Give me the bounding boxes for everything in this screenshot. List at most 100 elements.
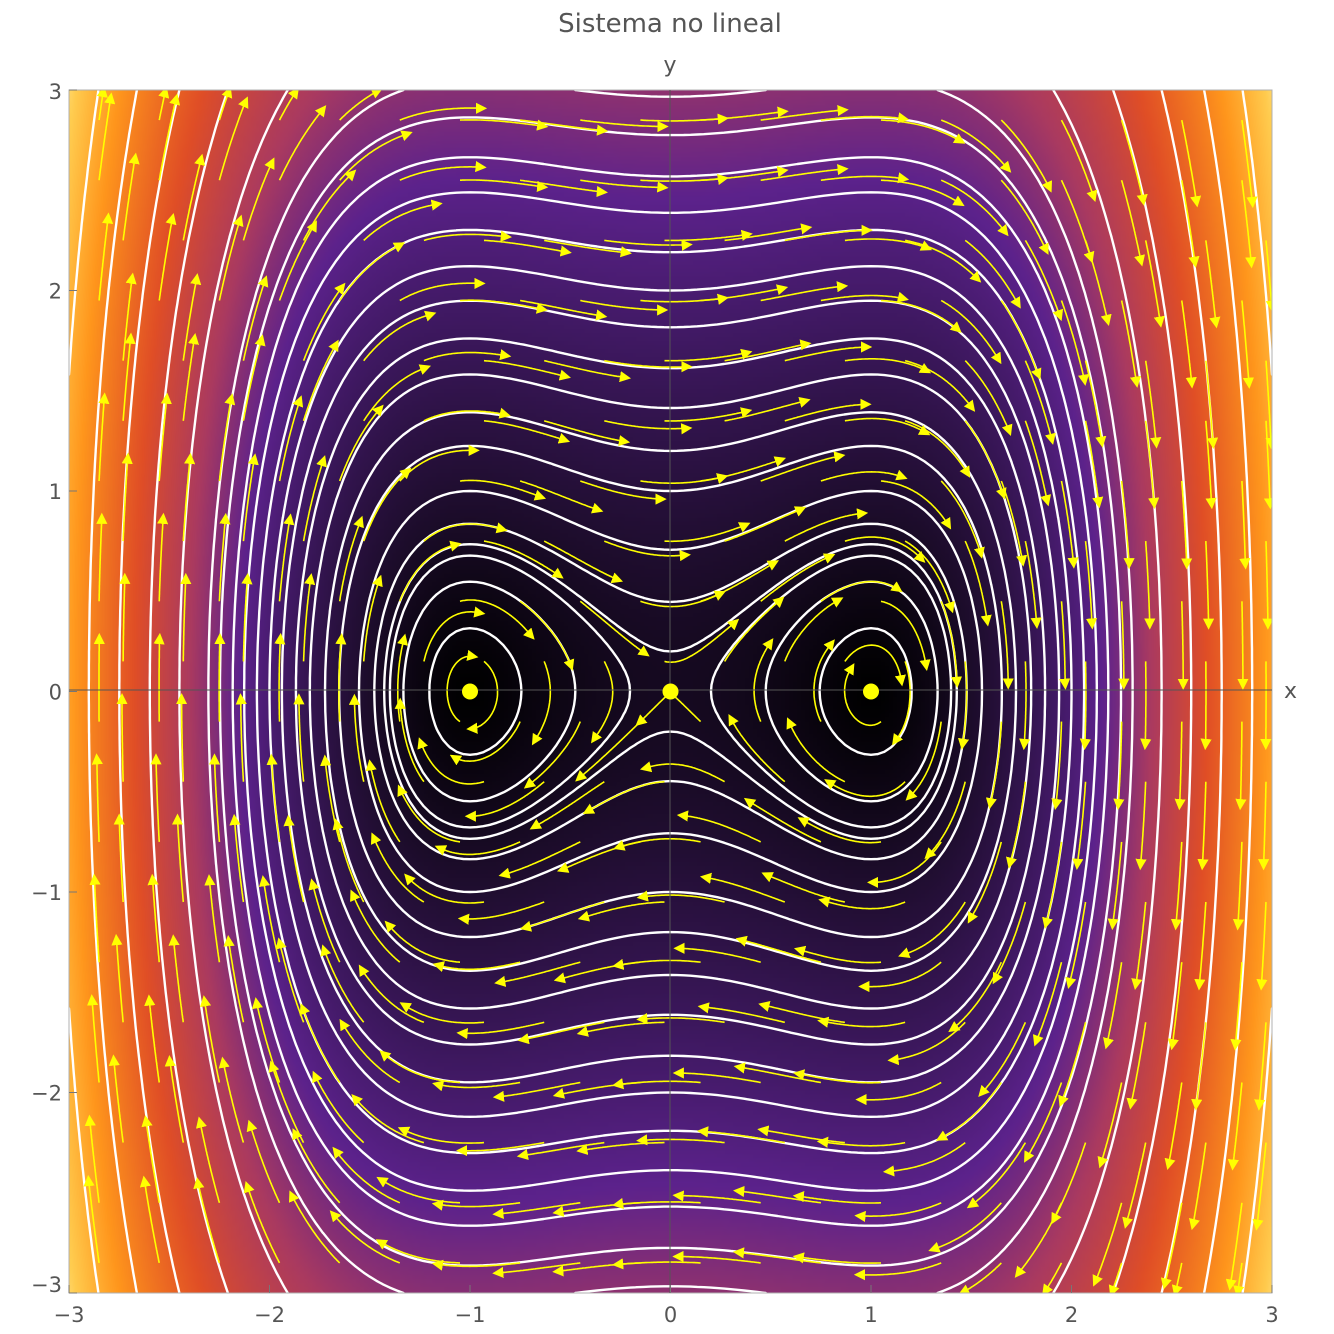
streamline-arrow xyxy=(964,360,1013,437)
streamline-arrow xyxy=(223,935,245,1023)
streamline-arrow xyxy=(266,753,281,842)
streamline-arrow xyxy=(1181,480,1193,570)
streamline-arrow xyxy=(543,540,624,584)
streamline-arrow xyxy=(733,1185,822,1204)
streamline-arrow xyxy=(460,179,549,193)
x-tick-label: 2 xyxy=(1065,1303,1078,1327)
streamline-arrow xyxy=(1205,360,1219,450)
streamline-arrow xyxy=(397,633,409,722)
streamline-arrow xyxy=(278,105,327,181)
streamline-arrow xyxy=(723,596,785,662)
streamline-arrow xyxy=(460,299,548,314)
streamline-arrow xyxy=(639,761,726,783)
streamline-arrow xyxy=(84,1114,100,1203)
streamline-arrow xyxy=(308,878,341,963)
streamline-arrow xyxy=(940,601,963,688)
streamline-arrow xyxy=(1205,240,1221,329)
streamline-arrow xyxy=(1235,721,1247,811)
streamline-arrow xyxy=(242,275,269,361)
streamline-arrow xyxy=(580,179,669,193)
streamline-arrow xyxy=(992,901,1027,985)
streamline-arrow xyxy=(1000,119,1053,193)
streamline-arrow xyxy=(431,1199,521,1211)
y-tick-label: −3 xyxy=(31,1273,62,1297)
streamline-arrow xyxy=(1024,1082,1063,1163)
streamlines xyxy=(83,90,1272,1293)
streamline-arrow xyxy=(880,179,965,207)
streamline-arrow xyxy=(182,273,202,361)
streamline-arrow xyxy=(1160,1202,1183,1290)
streamline-arrow xyxy=(171,813,185,903)
streamline-arrow xyxy=(483,359,571,381)
streamline-arrow xyxy=(1256,901,1268,991)
streamline-arrow xyxy=(432,1080,521,1092)
streamline-arrow xyxy=(1108,1262,1123,1293)
streamline-arrow xyxy=(375,1239,460,1264)
streamline-arrow xyxy=(1120,180,1146,267)
streamline-arrow xyxy=(760,163,849,181)
streamline-arrow xyxy=(158,213,177,301)
streamline-arrow xyxy=(603,540,691,562)
streamline-arrow xyxy=(122,272,137,361)
streamline-arrow xyxy=(1131,901,1147,991)
streamline-arrow xyxy=(363,364,432,422)
streamline-arrow xyxy=(218,1056,245,1143)
streamline-arrow xyxy=(339,1018,401,1084)
equilibrium-point xyxy=(462,683,478,700)
streamline-arrow xyxy=(351,1094,425,1144)
streamline-arrow xyxy=(904,239,982,283)
streamline-arrow xyxy=(332,1146,401,1204)
streamline-arrow xyxy=(302,339,339,422)
equilibrium-point xyxy=(662,683,679,700)
streamline-arrow xyxy=(139,1175,160,1264)
streamline-arrow xyxy=(423,407,511,422)
contour-line xyxy=(69,90,1272,1293)
streamline-arrow xyxy=(83,1174,100,1264)
streamline-arrow xyxy=(1092,1202,1123,1287)
streamline-arrow xyxy=(700,106,789,121)
streamline-arrow xyxy=(1065,901,1087,989)
streamline-arrow xyxy=(1230,962,1243,1051)
streamline-arrow xyxy=(758,1000,845,1024)
streamline-arrow xyxy=(760,104,849,121)
streamline-arrow xyxy=(924,781,966,860)
streamline-arrow xyxy=(1181,300,1197,389)
streamline-arrow xyxy=(498,841,581,879)
streamline-arrow xyxy=(1144,360,1162,449)
x-tick-label: 3 xyxy=(1265,1303,1278,1327)
y-axis-label: y xyxy=(663,53,676,78)
streamline-arrow xyxy=(182,153,206,241)
streamline-arrow xyxy=(122,332,136,421)
streamline-arrow xyxy=(358,964,425,1024)
streamline-arrow xyxy=(1060,480,1079,569)
streamline-arrow xyxy=(1191,1022,1207,1111)
streamline-arrow xyxy=(880,480,952,530)
streamline-arrow xyxy=(370,832,425,903)
streamline-arrow xyxy=(577,901,665,922)
streamline-arrow xyxy=(218,512,231,602)
streamline-arrow xyxy=(399,444,480,482)
axis-ticks: −3 −2 −1 0 1 2 3 −3 −2 −1 0 1 2 3 xyxy=(31,80,1279,1327)
streamline-arrow xyxy=(399,160,487,181)
streamline-arrow xyxy=(1135,781,1147,871)
streamline-arrow xyxy=(1120,480,1135,570)
streamline-arrow xyxy=(892,661,911,746)
streamline-arrow xyxy=(348,693,365,782)
streamline-arrow xyxy=(164,1055,185,1143)
streamline-arrow xyxy=(612,1197,701,1210)
streamline-arrow xyxy=(905,721,942,801)
streamline-arrow xyxy=(218,96,249,181)
streamline-arrow xyxy=(1032,961,1063,1047)
streamline-arrow xyxy=(153,632,165,722)
streamline-arrow xyxy=(251,997,281,1083)
streamline-arrow xyxy=(466,660,499,734)
streamline-arrow xyxy=(520,119,609,136)
streamline-arrow xyxy=(724,396,811,422)
streamline-arrow xyxy=(483,420,571,444)
streamline-arrow xyxy=(397,784,461,843)
streamline-arrow xyxy=(664,618,740,663)
streamline-arrow xyxy=(1000,179,1049,255)
streamline-arrow xyxy=(235,693,247,782)
streamline-arrow xyxy=(1024,239,1064,322)
streamline-arrow xyxy=(544,239,632,258)
